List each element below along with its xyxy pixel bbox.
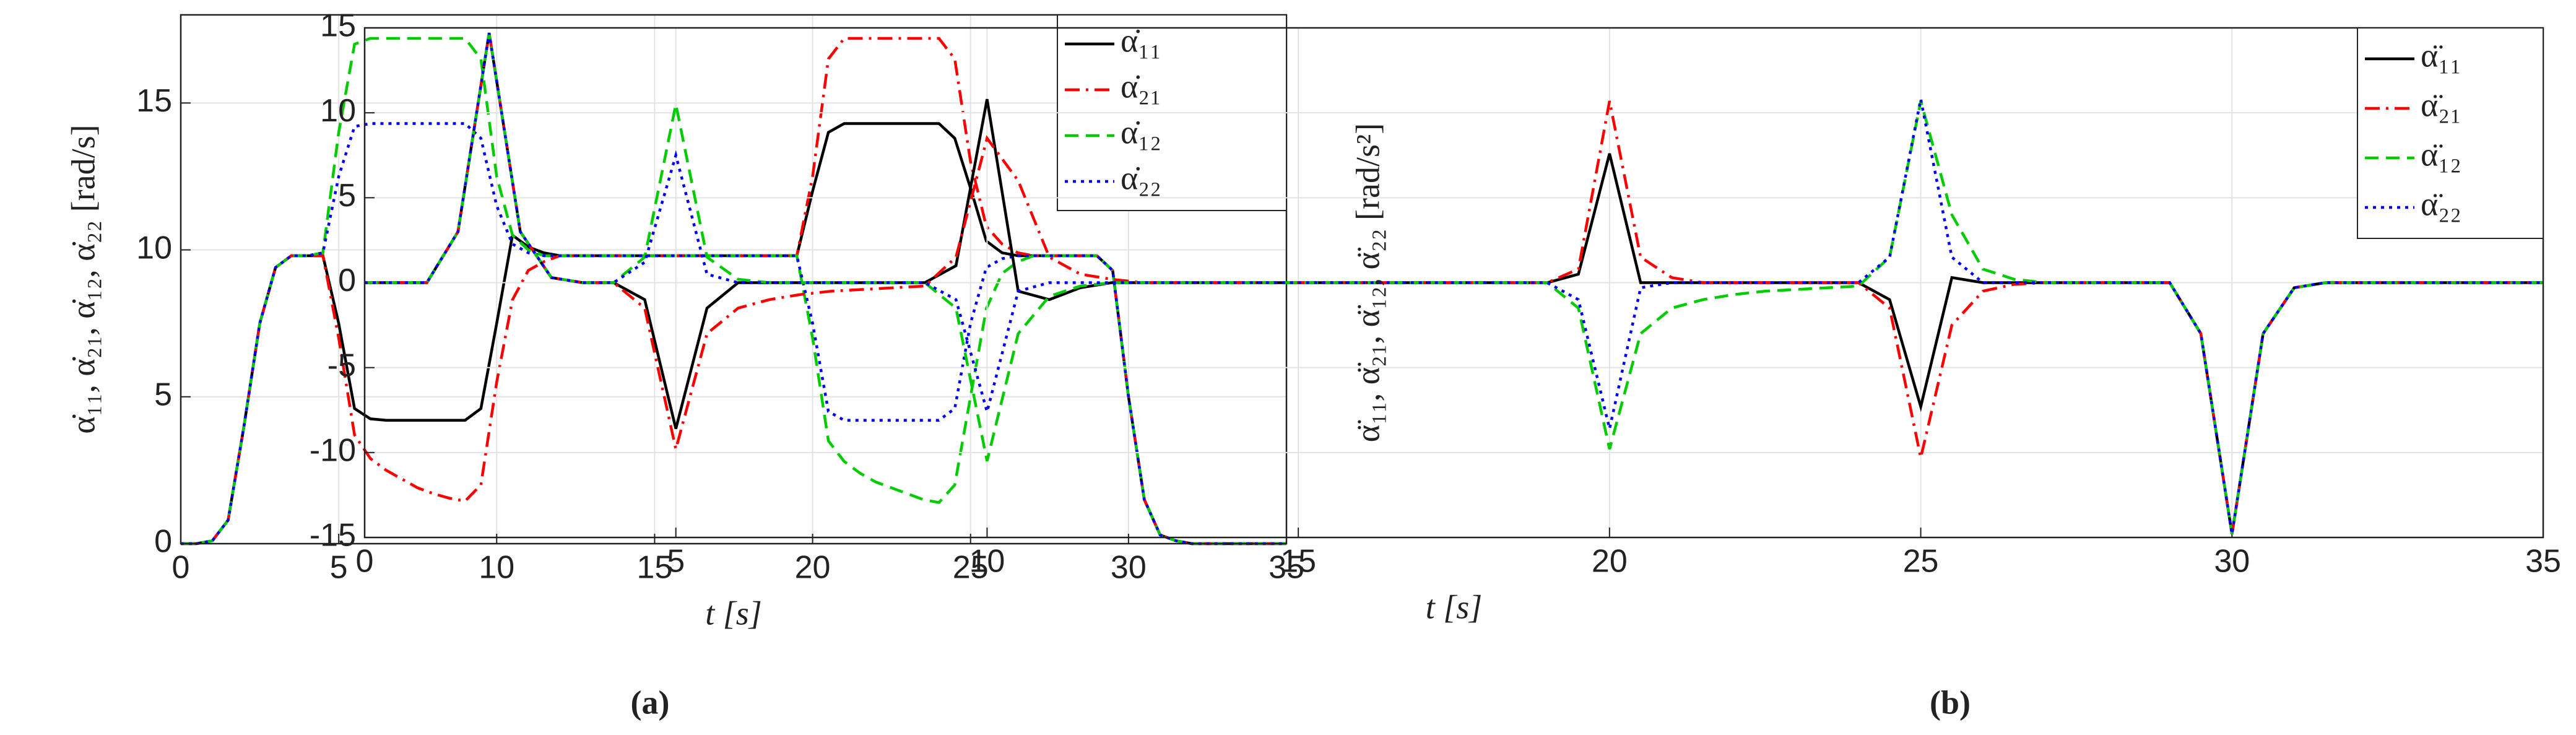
axes-frame: [180, 14, 1288, 545]
x-axis-label: t [s]: [1426, 588, 1483, 625]
x-tick-label: 30: [2214, 544, 2250, 580]
y-tick-label: 5: [154, 377, 172, 413]
x-tick-label: 5: [667, 544, 685, 580]
y-tick-label: -5: [327, 347, 356, 383]
x-tick-label: 10: [969, 544, 1005, 580]
x-tick-label: 15: [637, 550, 673, 586]
legend-label: α̇₁₂: [1121, 113, 1161, 150]
legend: α̈₁₁ α̈₂₁ α̈₁₂ α̈₂₂: [2357, 27, 2544, 239]
y-tick-label: 5: [338, 178, 356, 214]
x-tick-label: 25: [953, 550, 989, 586]
x-tick-label: 0: [356, 544, 374, 580]
series-line: [181, 37, 1286, 546]
caption: (a): [631, 684, 670, 721]
x-tick-label: 20: [1592, 544, 1628, 580]
x-tick-label: 25: [1903, 544, 1939, 580]
y-tick-label: 10: [136, 230, 172, 266]
x-tick-label: 0: [172, 550, 190, 586]
x-tick-label: 35: [2525, 544, 2561, 580]
series-line: [365, 32, 2543, 534]
x-tick-label: 20: [795, 550, 831, 586]
legend-label: α̈₂₁: [2421, 86, 2461, 123]
caption: (b): [1930, 684, 1971, 721]
x-tick-label: 10: [479, 550, 514, 586]
legend-label: α̇₂₁: [1121, 67, 1161, 105]
y-tick-label: -10: [310, 433, 356, 469]
y-tick-label: 15: [320, 8, 356, 44]
y-tick-label: 15: [136, 83, 172, 119]
x-tick-label: 30: [1111, 550, 1147, 586]
y-tick-label: 10: [320, 93, 356, 129]
legend-box: [2357, 27, 2544, 239]
x-axis-label: t [s]: [705, 594, 762, 632]
legend-label: α̈₁₁: [2421, 37, 2461, 74]
legend-label: α̈₁₂: [2421, 136, 2461, 173]
y-axis-label: α̇₁₁, α̇₂₁, α̇₁₂, α̇₂₂ [rad/s]: [64, 124, 102, 433]
y-tick-label: 0: [154, 524, 172, 560]
x-tick-label: 5: [330, 550, 348, 586]
legend-label: α̈₂₂: [2421, 185, 2461, 222]
x-tick-label: 15: [1280, 544, 1316, 580]
x-tick-label: 35: [1268, 550, 1304, 586]
legend-label: α̇₂₂: [1121, 159, 1161, 196]
y-tick-label: 0: [338, 263, 356, 298]
y-axis-label: α̈₁₁, α̈₂₁, α̈₁₂, α̈₂₂ [rad/s²]: [1349, 123, 1386, 442]
axes-frame: [363, 27, 2544, 539]
y-tick-label: -15: [310, 518, 356, 554]
